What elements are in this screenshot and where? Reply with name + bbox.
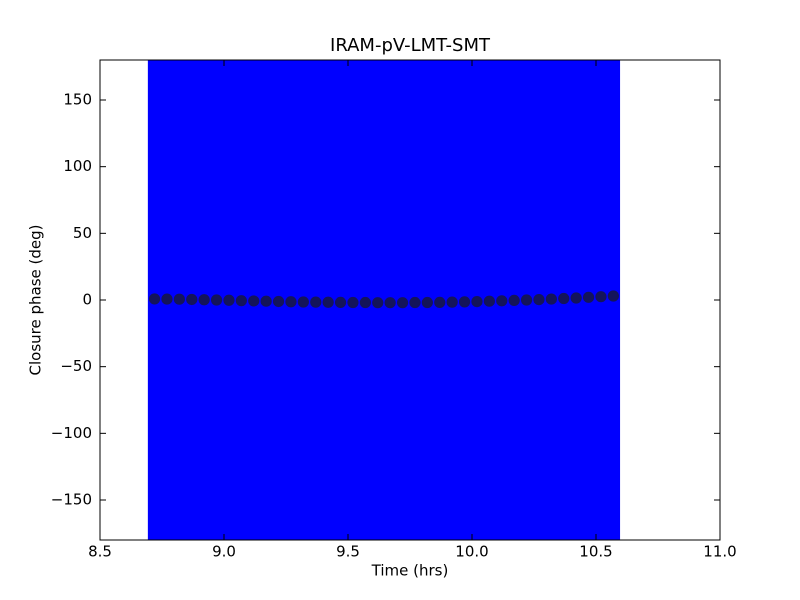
y-axis-label: Closure phase (deg) xyxy=(27,225,45,376)
y-tick-label: −50 xyxy=(60,357,92,375)
data-point xyxy=(445,295,459,309)
data-point xyxy=(408,296,422,309)
data-point xyxy=(482,294,496,308)
y-tick-label: −150 xyxy=(51,491,92,509)
data-point xyxy=(582,290,595,304)
data-point xyxy=(520,293,533,307)
x-tick-label: 10.0 xyxy=(455,543,488,561)
data-point xyxy=(247,294,261,308)
y-tick-label: 50 xyxy=(73,224,92,242)
x-tick-label: 8.5 xyxy=(88,543,112,561)
data-point xyxy=(358,296,372,309)
x-tick-label: 9.0 xyxy=(212,543,236,561)
data-point xyxy=(334,295,347,309)
data-point xyxy=(557,292,571,305)
data-point xyxy=(371,296,385,310)
data-point xyxy=(160,292,174,306)
data-point xyxy=(433,295,447,309)
data-point xyxy=(569,291,583,305)
x-tick-label: 11.0 xyxy=(703,543,736,561)
data-point xyxy=(383,296,397,310)
data-point xyxy=(185,293,199,306)
data-point xyxy=(544,292,558,306)
y-tick-label: 100 xyxy=(63,157,92,175)
y-tick-label: 150 xyxy=(63,91,92,109)
data-point xyxy=(346,296,360,309)
data-point xyxy=(148,292,161,306)
y-tick-label: 0 xyxy=(82,291,92,309)
data-point xyxy=(594,290,608,304)
data-point xyxy=(396,296,409,310)
data-point xyxy=(606,289,620,303)
chart-title: IRAM-pV-LMT-SMT xyxy=(330,35,491,56)
x-tick-label: 10.5 xyxy=(579,543,612,561)
y-tick-label: −100 xyxy=(51,424,92,442)
data-point xyxy=(284,295,298,309)
data-point xyxy=(321,295,335,309)
data-point xyxy=(222,293,236,307)
x-axis-label: Time (hrs) xyxy=(371,562,449,580)
data-point xyxy=(272,295,285,308)
data-point xyxy=(197,293,211,307)
data-point xyxy=(309,295,323,309)
data-point xyxy=(470,295,484,309)
data-point xyxy=(458,295,471,309)
data-point xyxy=(420,296,434,309)
data-point xyxy=(495,294,509,308)
data-point xyxy=(172,292,186,306)
data-point xyxy=(259,294,273,308)
x-tick-label: 9.5 xyxy=(336,543,360,561)
data-point xyxy=(532,293,546,307)
data-point xyxy=(210,293,223,307)
data-point xyxy=(507,293,521,307)
data-point xyxy=(234,294,248,308)
data-point xyxy=(296,295,310,309)
